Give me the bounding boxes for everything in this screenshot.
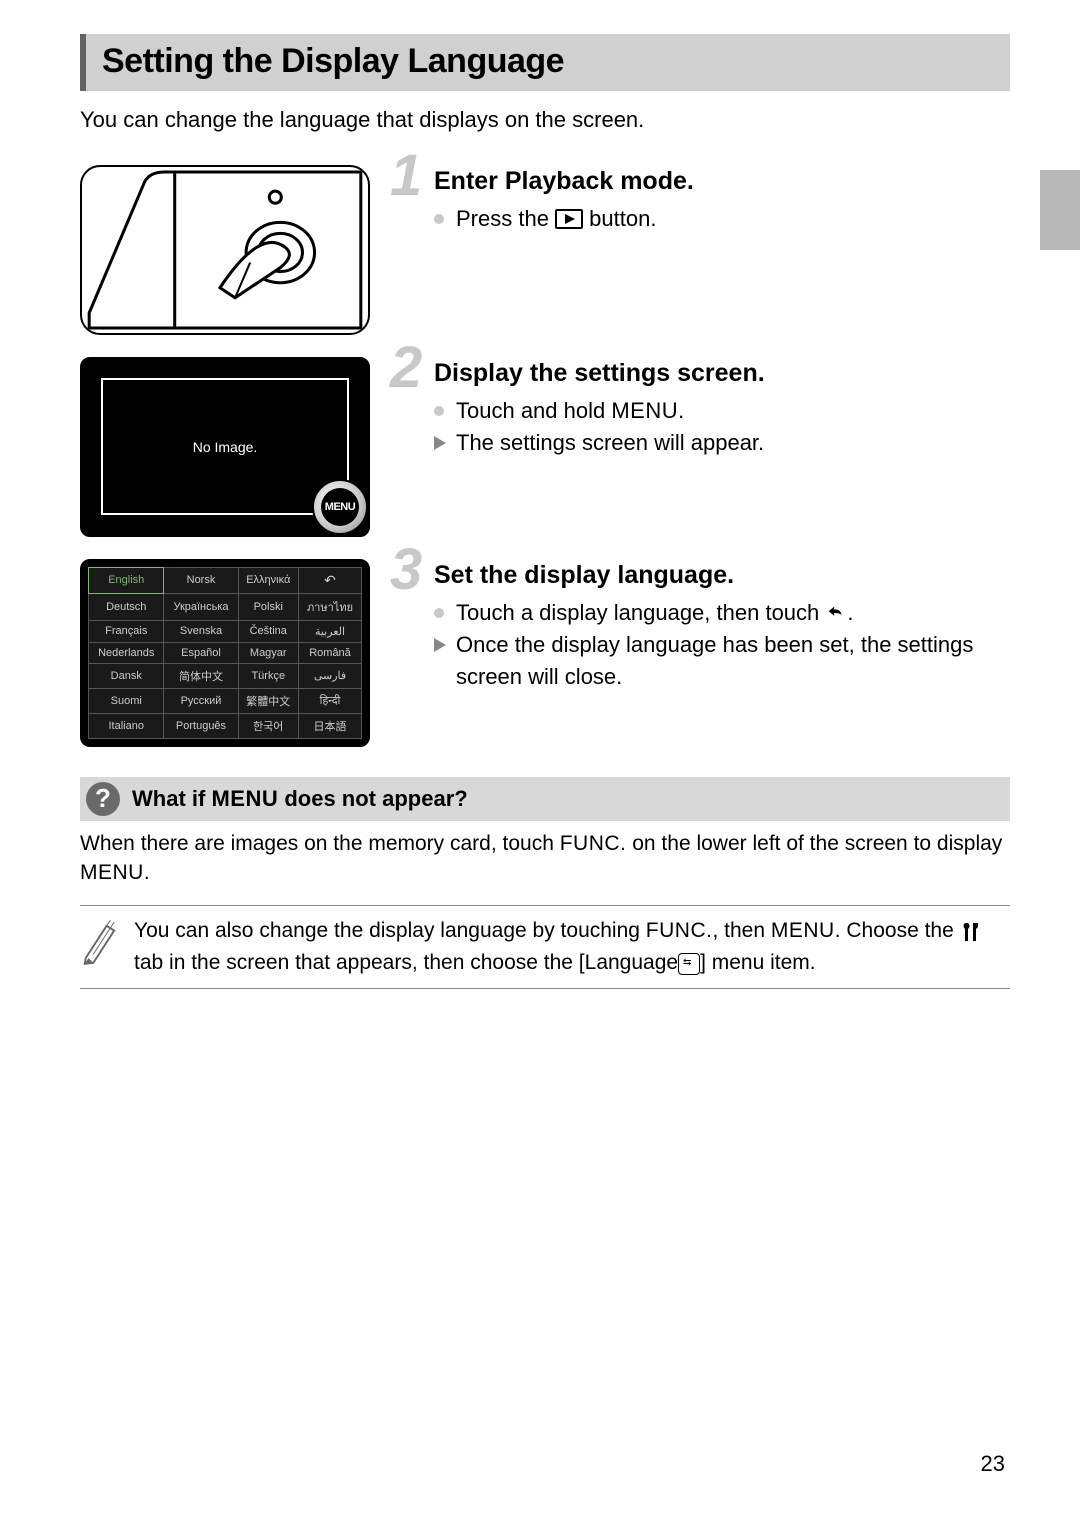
intro-text: You can change the language that display… [80,105,1010,135]
step-1-illustration [80,165,370,335]
page: Setting the Display Language You can cha… [0,0,1080,989]
text: Touch and hold [456,398,611,423]
text: . Choose the [835,919,960,942]
language-cell: 繁體中文 [238,688,299,713]
text: You can also change the display language… [134,919,646,942]
step-2-number: 2 [390,339,422,397]
text: , then [712,919,770,942]
text: . [144,861,150,884]
question-icon: ? [86,782,120,816]
title-bar: Setting the Display Language [80,34,1010,91]
func-word: FUNC. [646,919,713,942]
step-3-line-1: Touch a display language, then touch . [434,597,1010,629]
question-title: What if MENU does not appear? [132,786,468,812]
language-cell: 简体中文 [164,663,238,688]
language-cell: Português [164,713,238,738]
playback-icon [555,209,583,229]
language-cell: فارسی [299,663,362,688]
text: button. [583,206,656,231]
page-number: 23 [981,1451,1005,1477]
text: . [678,398,684,423]
func-word: FUNC. [560,832,627,855]
camera-button-drawing [80,165,370,335]
side-tab [1040,170,1080,250]
step-2-title: Display the settings screen. [434,357,1010,390]
text: does not appear? [278,786,467,811]
language-cell: Čeština [238,620,299,642]
menu-word: MENU [771,919,835,942]
menu-word: MENU [611,398,678,423]
page-title: Setting the Display Language [102,42,994,81]
step-3-number: 3 [390,541,422,599]
step-3-title: Set the display language. [434,559,1010,592]
language-grid: EnglishNorskΕλληνικά↶DeutschУкраїнськаPo… [80,559,370,747]
question-body: When there are images on the memory card… [80,829,1010,888]
language-cell: 한국어 [238,713,299,738]
question-box: ? What if MENU does not appear? When the… [80,777,1010,888]
step-1-line-1: Press the button. [434,203,1010,235]
language-cell: Polski [238,593,299,620]
language-cell: Español [164,642,238,663]
language-cell: Norsk [164,567,238,593]
text: The settings screen will appear. [456,430,764,455]
tools-icon [960,917,980,948]
text: on the lower left of the screen to displ… [626,832,1002,855]
language-cell: Svenska [164,620,238,642]
language-cell: Türkçe [238,663,299,688]
language-cell: Italiano [89,713,164,738]
language-cell: English [89,567,164,593]
no-image-screen: No Image. MENU [80,357,370,537]
step-1-row: 1 Enter Playback mode. Press the button. [80,165,1010,335]
language-cell: Français [89,620,164,642]
language-cell: Русский [164,688,238,713]
text: tab in the screen that appears, then cho… [134,951,678,974]
note-box: You can also change the display language… [80,905,1010,988]
question-header: ? What if MENU does not appear? [80,777,1010,821]
text: Touch a display language, then touch [456,600,825,625]
step-3-row: EnglishNorskΕλληνικά↶DeutschУкраїнськаPo… [80,559,1010,747]
language-cell: العربية [299,620,362,642]
language-cell: Українська [164,593,238,620]
text: . [847,600,853,625]
text: Once the display language has been set, … [456,632,973,689]
text: Press the [456,206,555,231]
language-cell: ภาษาไทย [299,593,362,620]
step-1-title: Enter Playback mode. [434,165,1010,198]
language-cell: ↶ [299,567,362,593]
svg-text:⇆: ⇆ [683,957,691,968]
note-text: You can also change the display language… [134,916,1010,977]
step-2-illustration: No Image. MENU [80,357,370,537]
menu-badge-label: MENU [321,488,359,526]
step-3-line-2: Once the display language has been set, … [434,629,1010,693]
no-image-label: No Image. [193,439,258,455]
language-cell: Ελληνικά [238,567,299,593]
step-2-row: No Image. MENU 2 Display the settings sc… [80,357,1010,537]
back-icon [825,601,847,623]
language-cell: Deutsch [89,593,164,620]
step-2-line-1: Touch and hold MENU. [434,395,1010,427]
menu-badge: MENU [312,479,368,535]
menu-word: MENU [211,786,278,811]
language-cell: हिन्दी [299,688,362,713]
language-cell: Nederlands [89,642,164,663]
text: What if [132,786,211,811]
step-2-line-2: The settings screen will appear. [434,427,1010,459]
language-cell: Suomi [89,688,164,713]
step-3-illustration: EnglishNorskΕλληνικά↶DeutschУкраїнськаPo… [80,559,370,747]
menu-word: MENU [80,861,144,884]
pencil-icon [80,916,124,977]
language-cell: Dansk [89,663,164,688]
language-cell: 日本語 [299,713,362,738]
language-cell: Magyar [238,642,299,663]
step-1-number: 1 [390,147,422,205]
language-cell: Română [299,642,362,663]
language-icon: ⇆ [678,953,700,975]
text: When there are images on the memory card… [80,832,560,855]
text: ] menu item. [700,951,816,974]
